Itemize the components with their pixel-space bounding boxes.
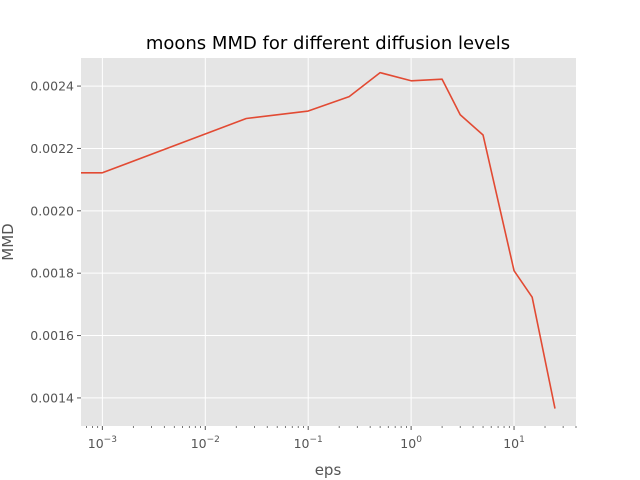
x-tick-label: 10−2 xyxy=(191,435,220,451)
y-tick-label: 0.0014 xyxy=(30,390,74,405)
y-tick-label: 0.0024 xyxy=(30,79,74,94)
x-tick-label: 100 xyxy=(400,435,422,451)
y-axis-label: MMD xyxy=(0,223,17,260)
chart-title: moons MMD for different diffusion levels xyxy=(146,33,510,54)
series-line xyxy=(81,71,556,409)
ticks: 0.0014 0.0016 0.0018 0.0020 0.0022 0.0024 10−3… xyxy=(30,79,577,451)
x-tick-label: 101 xyxy=(503,435,525,451)
x-tick-label: 10−3 xyxy=(88,435,117,451)
grid xyxy=(81,58,576,426)
x-tick-label: 10−1 xyxy=(294,435,323,451)
x-axis-label: eps xyxy=(315,461,342,479)
y-tick-label: 0.0020 xyxy=(30,203,74,218)
y-tick-label: 0.0018 xyxy=(30,266,74,281)
series-group xyxy=(81,71,556,409)
y-tick-label: 0.0022 xyxy=(30,141,74,156)
plot-area xyxy=(81,58,576,426)
y-tick-label: 0.0016 xyxy=(30,328,74,343)
